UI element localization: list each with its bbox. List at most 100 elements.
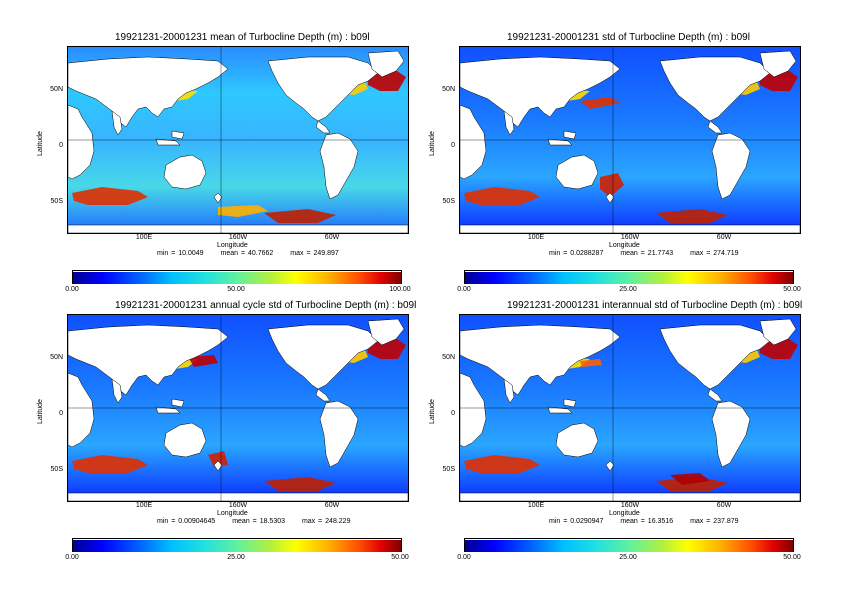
colorbar-max-label: 50.00 [783,554,801,561]
land-mass [605,192,615,204]
map-area [67,314,409,502]
land-mass [213,460,223,472]
x-axis-label: Longitude [217,510,248,517]
land-mass [460,56,621,128]
y-tick-label: 50N [442,86,455,93]
panel-title: 19921231-20001231 mean of Turbocline Dep… [115,32,370,43]
high-value-region [368,69,406,91]
land-mass [319,400,359,468]
land-mass [267,324,379,390]
colorbar-mid-label: 25.00 [619,286,637,293]
map-area [459,314,801,502]
high-value-region [368,337,406,359]
stat-max: max = 237.879 [690,518,739,525]
high-value-region [580,97,620,109]
land-mass [711,400,751,468]
land-mass [563,398,577,408]
land-mass [68,372,95,448]
land-mass [711,132,751,200]
high-value-region [188,355,218,367]
x-tick-label: 160W [228,502,248,509]
y-tick-label: 50S [50,466,63,473]
high-value-region [760,69,798,91]
land-mass [68,224,408,233]
stat-mean: mean = 18.5303 [232,518,285,525]
panel-title: 19921231-20001231 std of Turbocline Dept… [507,32,750,43]
x-tick-label: 160W [620,234,640,241]
land-mass [460,224,800,233]
colorbar-max-label: 50.00 [391,554,409,561]
land-mass [111,378,123,404]
x-tick-label: 60W [716,502,732,509]
y-tick-label: 50S [442,466,455,473]
stats-line: min = 0.0290947 mean = 16.3516 max = 237… [549,518,753,525]
colorbar-gradient [465,272,793,284]
colorbar [464,270,794,284]
colorbar-max-label: 100.00 [389,286,411,293]
land-mass [68,104,95,180]
land-mass [460,104,487,180]
high-value-region [580,359,602,367]
stats-line: min = 0.00904645 mean = 18.5303 max = 24… [157,518,364,525]
land-mass [707,120,723,134]
land-mass [503,110,515,136]
y-tick-label: 50S [442,198,455,205]
y-tick-label: 50S [50,198,63,205]
x-tick-label: 60W [324,502,340,509]
land-mass [460,492,800,501]
land-mass [319,132,359,200]
land-mass [155,406,181,414]
x-tick-label: 60W [324,234,340,241]
land-mass [163,154,207,190]
land-mass [547,406,573,414]
stat-mean: mean = 40.7662 [220,250,274,257]
colorbar-min-label: 0.00 [457,554,471,561]
high-value-region [464,455,540,473]
colorbar-max-label: 50.00 [783,286,801,293]
high-value-region [72,455,148,473]
land-mass [563,130,577,140]
land-mass [659,324,771,390]
land-mass [659,56,771,122]
y-tick-label: 50N [50,86,63,93]
colorbar [464,538,794,552]
land-mass [171,130,185,140]
land-mass [155,138,181,146]
high-value-region [670,473,710,485]
high-value-region [464,187,540,205]
x-tick-label: 100E [527,502,545,509]
land-mass [460,324,621,396]
colorbar-min-label: 0.00 [457,286,471,293]
panel-title: 19921231-20001231 annual cycle std of Tu… [115,300,417,311]
x-tick-label: 100E [527,234,545,241]
land-mass [367,50,405,78]
map-area [459,46,801,234]
high-value-region [208,451,228,467]
land-mass [759,50,797,78]
land-mass [707,388,723,402]
stats-line: min = 0.0288287 mean = 21.7743 max = 274… [549,250,753,257]
high-value-region [600,173,624,197]
land-mass [759,318,797,346]
colorbar-gradient [73,272,401,284]
land-mass [171,398,185,408]
y-tick-label: 0 [59,142,63,149]
map-area [67,46,409,234]
x-axis-label: Longitude [609,242,640,249]
y-tick-label: 50N [50,354,63,361]
land-mass [68,56,229,128]
land-mass [213,192,223,204]
stat-min: min = 10.0049 [157,250,204,257]
high-value-region [264,477,336,491]
stat-mean: mean = 16.3516 [620,518,674,525]
land-mass [315,120,331,134]
y-tick-label: 50N [442,354,455,361]
stat-max: max = 249.897 [290,250,339,257]
high-value-region [656,477,728,491]
colorbar [72,270,402,284]
x-tick-label: 160W [228,234,248,241]
colorbar-min-label: 0.00 [65,286,79,293]
colorbar-min-label: 0.00 [65,554,79,561]
stat-max: max = 274.719 [690,250,739,257]
colorbar-mid-label: 50.00 [227,286,245,293]
